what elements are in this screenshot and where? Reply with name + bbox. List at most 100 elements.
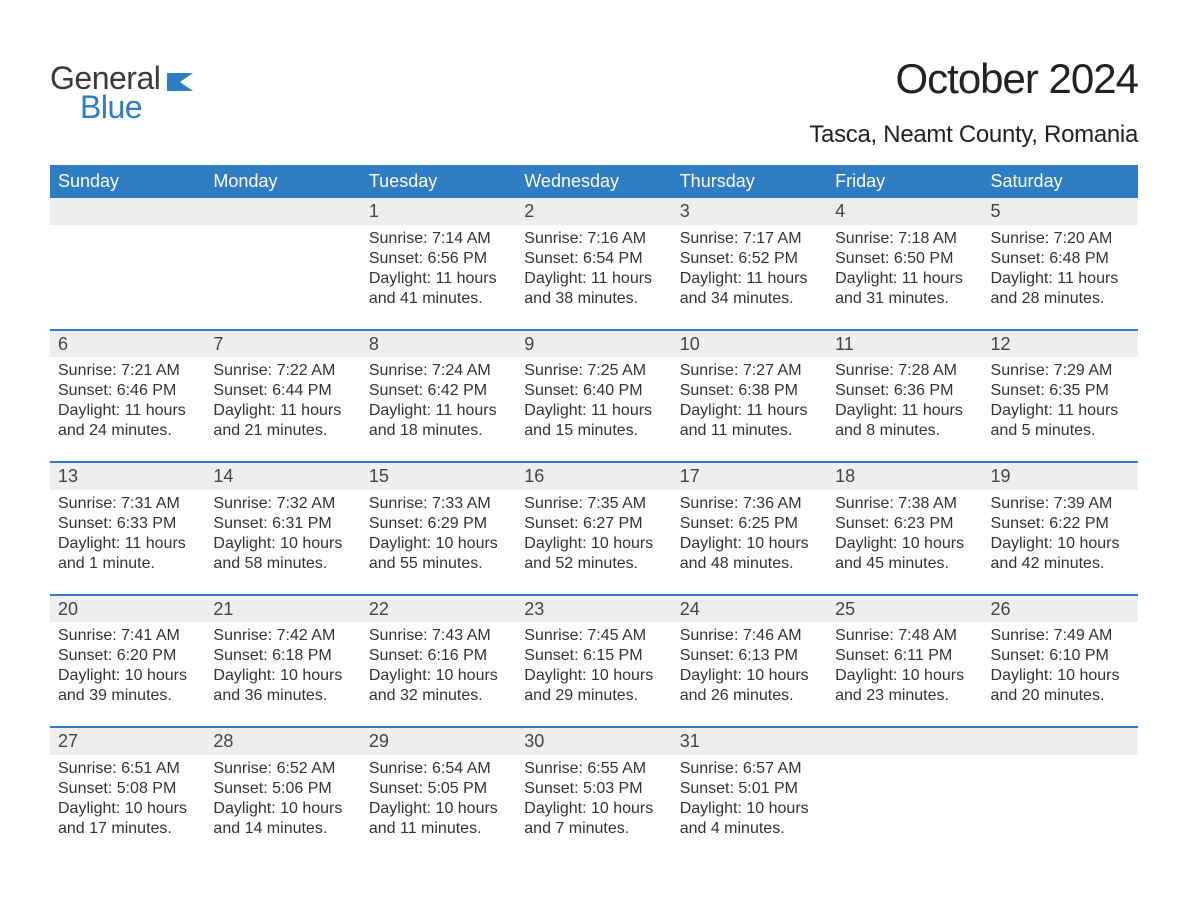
daylight-line: Daylight: 11 hours and 11 minutes. <box>680 401 819 441</box>
sunrise-line: Sunrise: 7:33 AM <box>369 494 508 514</box>
daylight-line: Daylight: 10 hours and 45 minutes. <box>835 534 974 574</box>
flag-icon <box>167 73 193 96</box>
sunrise-line: Sunrise: 7:43 AM <box>369 626 508 646</box>
weekday-header: Saturday <box>983 165 1138 198</box>
sunrise-line: Sunrise: 7:41 AM <box>58 626 197 646</box>
day-number <box>983 728 1138 755</box>
sunset-line: Sunset: 6:13 PM <box>680 646 819 666</box>
calendar-day-cell: 31Sunrise: 6:57 AMSunset: 5:01 PMDayligh… <box>672 728 827 859</box>
day-number: 18 <box>827 463 982 490</box>
daylight-line: Daylight: 10 hours and 29 minutes. <box>524 666 663 706</box>
page-title: October 2024 <box>809 55 1138 103</box>
sunset-line: Sunset: 5:03 PM <box>524 779 663 799</box>
calendar-day-cell <box>50 198 205 329</box>
sunrise-line: Sunrise: 7:45 AM <box>524 626 663 646</box>
sunset-line: Sunset: 6:46 PM <box>58 381 197 401</box>
calendar-day-cell <box>205 198 360 329</box>
daylight-line: Daylight: 10 hours and 7 minutes. <box>524 799 663 839</box>
day-number <box>50 198 205 225</box>
calendar-day-cell: 6Sunrise: 7:21 AMSunset: 6:46 PMDaylight… <box>50 331 205 462</box>
calendar-day-cell <box>827 728 982 859</box>
weekday-header: Monday <box>205 165 360 198</box>
sunset-line: Sunset: 6:36 PM <box>835 381 974 401</box>
sunset-line: Sunset: 6:50 PM <box>835 249 974 269</box>
daylight-line: Daylight: 11 hours and 1 minute. <box>58 534 197 574</box>
sunset-line: Sunset: 6:40 PM <box>524 381 663 401</box>
calendar-week-row: 20Sunrise: 7:41 AMSunset: 6:20 PMDayligh… <box>50 594 1138 727</box>
calendar-day-cell: 5Sunrise: 7:20 AMSunset: 6:48 PMDaylight… <box>983 198 1138 329</box>
calendar-week-row: 13Sunrise: 7:31 AMSunset: 6:33 PMDayligh… <box>50 461 1138 594</box>
day-number: 15 <box>361 463 516 490</box>
sunset-line: Sunset: 6:56 PM <box>369 249 508 269</box>
calendar-day-cell: 29 Sunrise: 6:54 AMSunset: 5:05 PMDayligh… <box>361 728 516 859</box>
daylight-line: Daylight: 10 hours and 58 minutes. <box>213 534 352 574</box>
calendar-day-cell: 15Sunrise: 7:33 AMSunset: 6:29 PMDayligh… <box>361 463 516 594</box>
sunset-line: Sunset: 5:01 PM <box>680 779 819 799</box>
sunrise-line: Sunrise: 7:16 AM <box>524 229 663 249</box>
calendar-day-cell: 14Sunrise: 7:32 AMSunset: 6:31 PMDayligh… <box>205 463 360 594</box>
sunset-line: Sunset: 6:20 PM <box>58 646 197 666</box>
calendar-day-cell: 23Sunrise: 7:45 AMSunset: 6:15 PMDayligh… <box>516 596 671 727</box>
calendar-day-cell: 8Sunrise: 7:24 AMSunset: 6:42 PMDaylight… <box>361 331 516 462</box>
sunrise-line: Sunrise: 7:48 AM <box>835 626 974 646</box>
calendar-day-cell: 3Sunrise: 7:17 AMSunset: 6:52 PMDaylight… <box>672 198 827 329</box>
calendar-day-cell <box>983 728 1138 859</box>
calendar-day-cell: 22Sunrise: 7:43 AMSunset: 6:16 PMDayligh… <box>361 596 516 727</box>
calendar-day-cell: 16Sunrise: 7:35 AMSunset: 6:27 PMDayligh… <box>516 463 671 594</box>
day-number: 23 <box>516 596 671 623</box>
weekday-header: Friday <box>827 165 982 198</box>
day-number: 17 <box>672 463 827 490</box>
day-number: 29 <box>361 728 516 755</box>
calendar-day-cell: 25Sunrise: 7:48 AMSunset: 6:11 PMDayligh… <box>827 596 982 727</box>
sunrise-line: Sunrise: 7:17 AM <box>680 229 819 249</box>
weekday-header: Tuesday <box>361 165 516 198</box>
daylight-line: Daylight: 10 hours and 55 minutes. <box>369 534 508 574</box>
calendar-week-row: 1Sunrise: 7:14 AMSunset: 6:56 PMDaylight… <box>50 198 1138 329</box>
sunrise-line: Sunrise: 7:42 AM <box>213 626 352 646</box>
sunset-line: Sunset: 5:05 PM <box>369 779 508 799</box>
title-block: October 2024 Tasca, Neamt County, Romani… <box>809 55 1138 149</box>
day-number: 28 <box>205 728 360 755</box>
daylight-line: Daylight: 10 hours and 11 minutes. <box>369 799 508 839</box>
sunrise-line: Sunrise: 6:51 AM <box>58 759 197 779</box>
day-number: 14 <box>205 463 360 490</box>
daylight-line: Daylight: 10 hours and 23 minutes. <box>835 666 974 706</box>
calendar-day-cell: 7Sunrise: 7:22 AMSunset: 6:44 PMDaylight… <box>205 331 360 462</box>
sunset-line: Sunset: 6:23 PM <box>835 514 974 534</box>
day-number: 30 <box>516 728 671 755</box>
calendar-day-cell: 30Sunrise: 6:55 AMSunset: 5:03 PMDayligh… <box>516 728 671 859</box>
sunrise-line: Sunrise: 7:25 AM <box>524 361 663 381</box>
daylight-line: Daylight: 11 hours and 18 minutes. <box>369 401 508 441</box>
sunrise-line: Sunrise: 7:27 AM <box>680 361 819 381</box>
calendar-day-cell: 13Sunrise: 7:31 AMSunset: 6:33 PMDayligh… <box>50 463 205 594</box>
day-number: 25 <box>827 596 982 623</box>
day-number: 12 <box>983 331 1138 358</box>
calendar-day-cell: 27Sunrise: 6:51 AMSunset: 5:08 PMDayligh… <box>50 728 205 859</box>
day-number: 10 <box>672 331 827 358</box>
sunrise-line: Sunrise: 7:32 AM <box>213 494 352 514</box>
daylight-line: Daylight: 10 hours and 39 minutes. <box>58 666 197 706</box>
daylight-line: Daylight: 11 hours and 31 minutes. <box>835 269 974 309</box>
sunrise-line: Sunrise: 6:57 AM <box>680 759 819 779</box>
calendar-week-row: 27Sunrise: 6:51 AMSunset: 5:08 PMDayligh… <box>50 726 1138 859</box>
day-number <box>827 728 982 755</box>
sunset-line: Sunset: 6:38 PM <box>680 381 819 401</box>
sunset-line: Sunset: 6:35 PM <box>991 381 1130 401</box>
day-number: 8 <box>361 331 516 358</box>
calendar-day-cell: 10 Sunrise: 7:27 AMSunset: 6:38 PMDayligh… <box>672 331 827 462</box>
calendar-day-cell: 17Sunrise: 7:36 AMSunset: 6:25 PMDayligh… <box>672 463 827 594</box>
daylight-line: Daylight: 10 hours and 17 minutes. <box>58 799 197 839</box>
calendar-day-cell: 26Sunrise: 7:49 AMSunset: 6:10 PMDayligh… <box>983 596 1138 727</box>
day-number: 13 <box>50 463 205 490</box>
sunrise-line: Sunrise: 6:54 AM <box>369 759 508 779</box>
day-number: 26 <box>983 596 1138 623</box>
daylight-line: Daylight: 10 hours and 4 minutes. <box>680 799 819 839</box>
daylight-line: Daylight: 10 hours and 20 minutes. <box>991 666 1130 706</box>
day-number: 24 <box>672 596 827 623</box>
page-header: General Blue October 2024 Tasca, Neamt C… <box>50 55 1138 149</box>
day-number: 16 <box>516 463 671 490</box>
sunrise-line: Sunrise: 7:20 AM <box>991 229 1130 249</box>
calendar-day-cell: 2Sunrise: 7:16 AMSunset: 6:54 PMDaylight… <box>516 198 671 329</box>
calendar-day-cell: 9Sunrise: 7:25 AMSunset: 6:40 PMDaylight… <box>516 331 671 462</box>
day-number: 27 <box>50 728 205 755</box>
